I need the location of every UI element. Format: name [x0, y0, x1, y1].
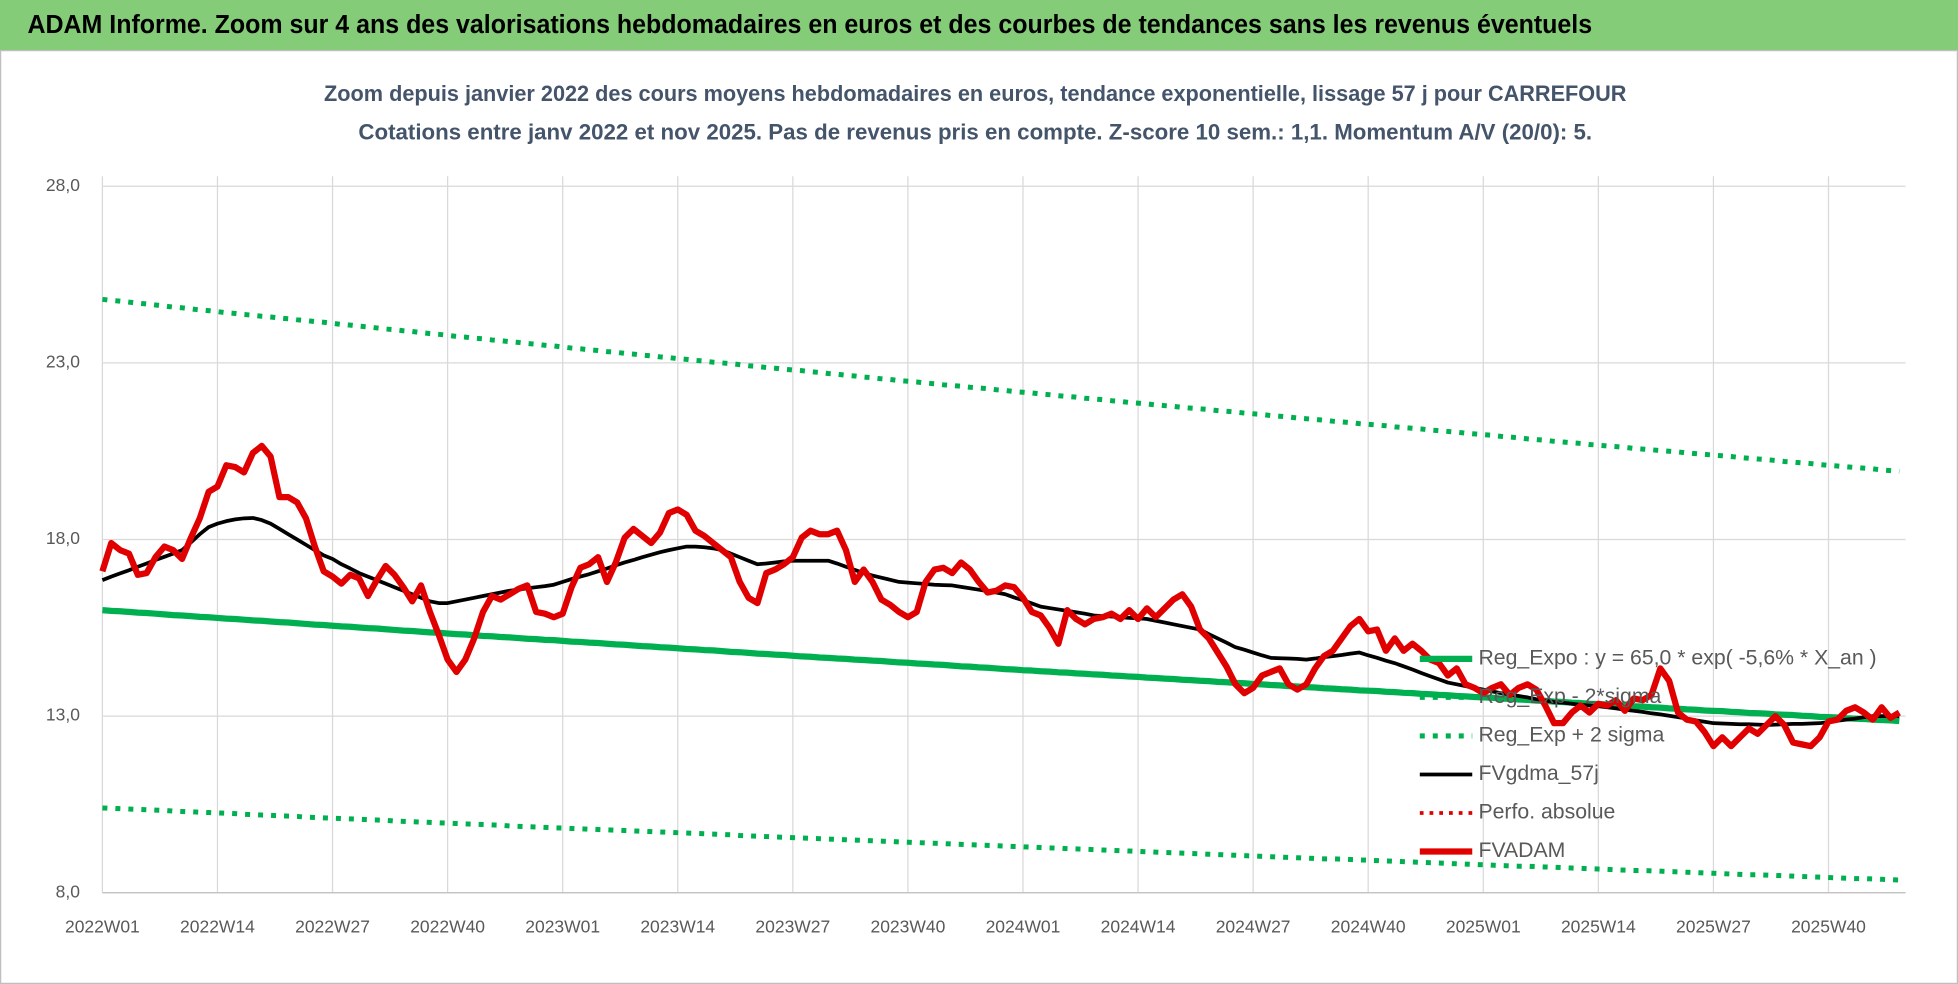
x-tick-label: 2023W27	[755, 916, 830, 936]
chart-frame	[0, 50, 1958, 984]
header-band	[0, 0, 1958, 51]
legend-label: Perfo. absolue	[1478, 800, 1615, 824]
x-tick-label: 2025W14	[1561, 916, 1636, 936]
x-tick-label: 2022W01	[65, 916, 140, 936]
x-tick-label: 2024W40	[1331, 916, 1406, 936]
x-tick-label: 2024W14	[1101, 916, 1176, 936]
series-line	[102, 805, 1900, 883]
x-tick-label: 2024W01	[986, 916, 1061, 936]
y-tick-label: 8,0	[56, 881, 81, 901]
legend-label: FVgdma_57j	[1478, 761, 1598, 785]
x-tick-label: 2022W14	[180, 916, 255, 936]
y-tick-label: 28,0	[46, 175, 80, 195]
x-tick-label: 2022W27	[295, 916, 370, 936]
x-tick-label: 2025W27	[1676, 916, 1751, 936]
legend-label: FVADAM	[1478, 838, 1565, 862]
y-tick-label: 13,0	[46, 705, 80, 725]
series-line	[99, 442, 1901, 750]
x-tick-label: 2023W40	[871, 916, 946, 936]
legend-label: Reg_Exp + 2 sigma	[1478, 723, 1664, 747]
x-tick-label: 2023W14	[640, 916, 715, 936]
x-tick-label: 2025W40	[1791, 916, 1866, 936]
x-tick-label: 2023W01	[525, 916, 600, 936]
header-title: ADAM Informe. Zoom sur 4 ans des valoris…	[27, 9, 1592, 39]
x-tick-label: 2024W27	[1216, 916, 1291, 936]
legend-label: Reg_Exp - 2*sigma	[1478, 684, 1661, 708]
series-line	[102, 296, 1900, 474]
x-tick-label: 2025W01	[1446, 916, 1521, 936]
x-tick-label: 2022W40	[410, 916, 485, 936]
legend-label: Reg_Expo : y = 65,0 * exp( -5,6% * X_an …	[1478, 646, 1876, 670]
y-tick-label: 18,0	[46, 528, 80, 548]
chart-subtitle: Cotations entre janv 2022 et nov 2025. P…	[358, 120, 1592, 145]
chart-title: Zoom depuis janvier 2022 des cours moyen…	[324, 81, 1626, 106]
y-tick-label: 23,0	[46, 352, 80, 372]
